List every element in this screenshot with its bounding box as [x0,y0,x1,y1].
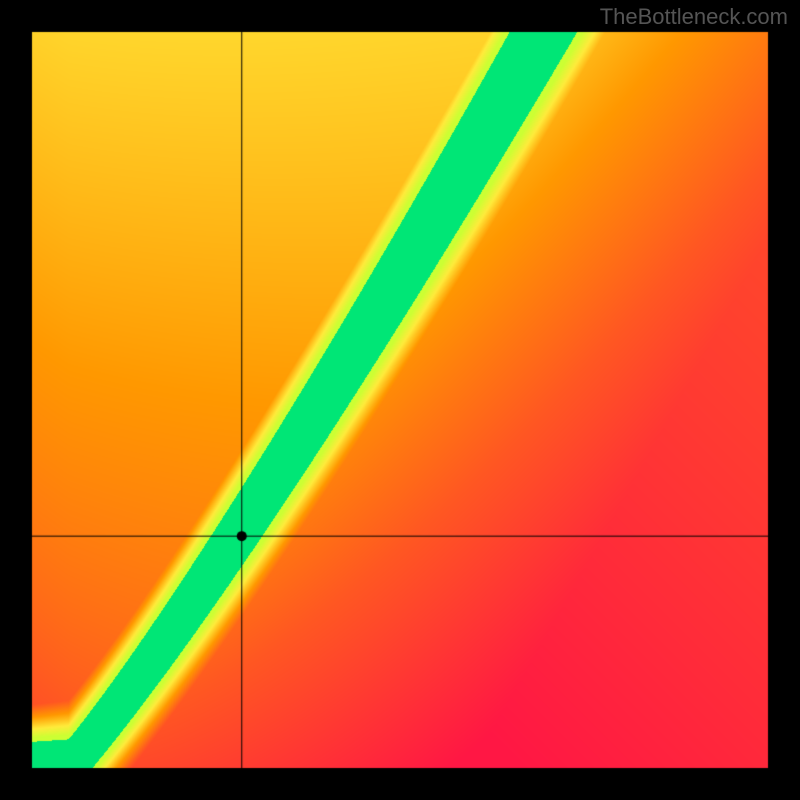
watermark-text: TheBottleneck.com [600,4,788,30]
chart-container: TheBottleneck.com [0,0,800,800]
heatmap-canvas [0,0,800,800]
